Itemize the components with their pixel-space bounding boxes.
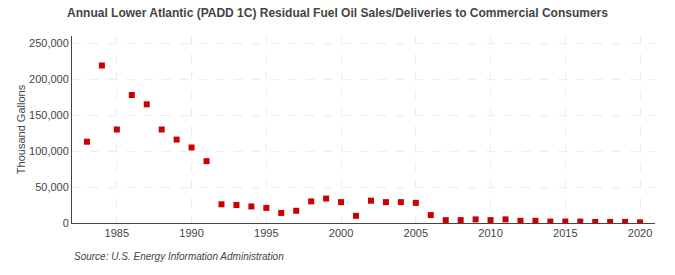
svg-text:1995: 1995: [254, 227, 278, 239]
svg-text:2020: 2020: [628, 227, 652, 239]
svg-text:250,000: 250,000: [29, 37, 69, 49]
svg-text:100,000: 100,000: [29, 145, 69, 157]
svg-text:1985: 1985: [105, 227, 129, 239]
svg-text:2015: 2015: [553, 227, 577, 239]
svg-text:Thousand Gallons: Thousand Gallons: [15, 84, 27, 174]
svg-text:Annual Lower Atlantic (PADD 1C: Annual Lower Atlantic (PADD 1C) Residual…: [67, 6, 608, 20]
svg-text:200,000: 200,000: [29, 73, 69, 85]
svg-text:0: 0: [63, 217, 69, 229]
svg-text:2010: 2010: [478, 227, 502, 239]
svg-text:2005: 2005: [404, 227, 428, 239]
svg-text:1990: 1990: [179, 227, 203, 239]
svg-text:Source: U.S. Energy Informatio: Source: U.S. Energy Information Administ…: [74, 251, 284, 262]
svg-text:50,000: 50,000: [35, 181, 69, 193]
svg-text:150,000: 150,000: [29, 109, 69, 121]
svg-text:2000: 2000: [329, 227, 353, 239]
